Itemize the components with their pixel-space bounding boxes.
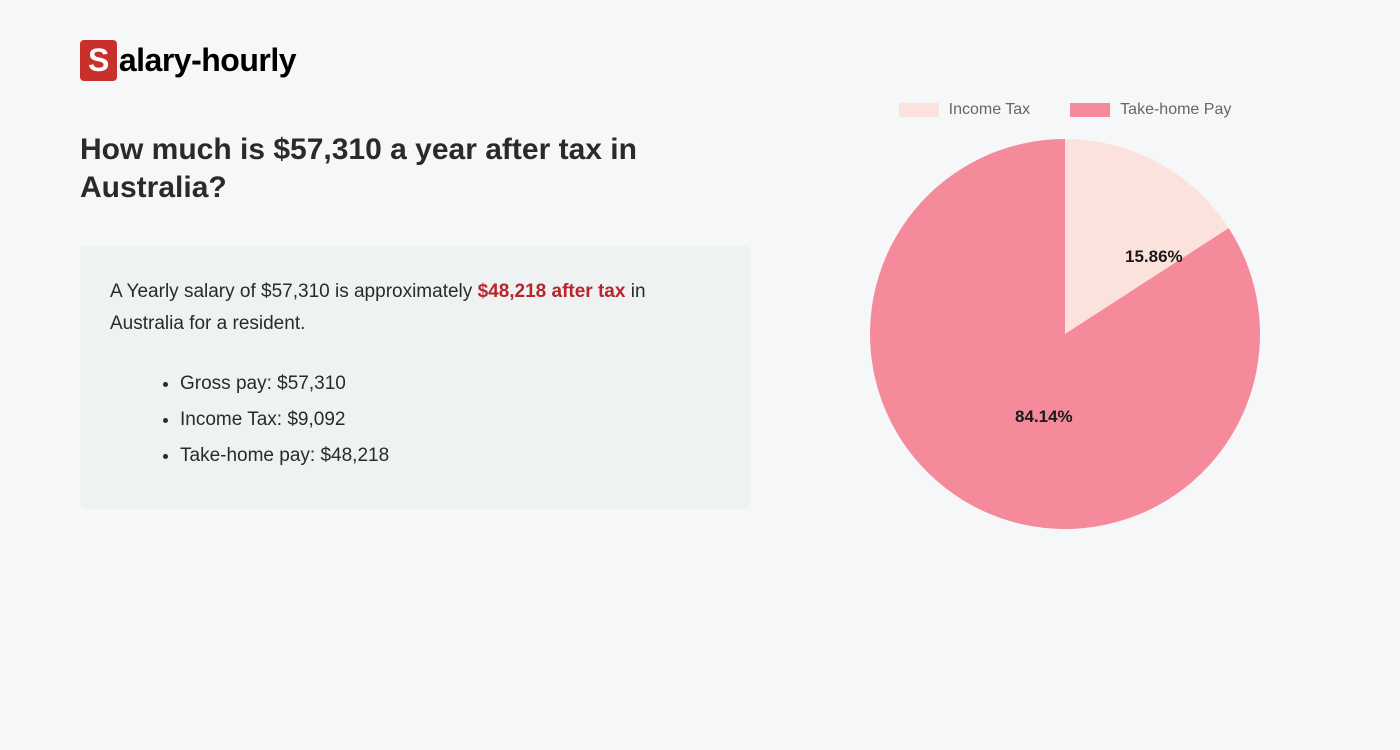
legend-swatch	[1070, 103, 1110, 117]
legend-label: Take-home Pay	[1120, 101, 1231, 119]
summary-text: A Yearly salary of $57,310 is approximat…	[110, 276, 720, 341]
page-heading: How much is $57,310 a year after tax in …	[80, 131, 750, 206]
summary-highlight: $48,218 after tax	[478, 281, 626, 302]
pie-chart: 15.86% 84.14%	[865, 134, 1265, 534]
site-logo: Salary-hourly	[80, 40, 1320, 81]
legend-item-take-home: Take-home Pay	[1070, 101, 1231, 119]
legend-swatch	[899, 103, 939, 117]
pie-svg	[865, 134, 1265, 534]
logo-badge: S	[80, 40, 117, 81]
summary-prefix: A Yearly salary of $57,310 is approximat…	[110, 281, 478, 302]
logo-text: alary-hourly	[119, 42, 296, 79]
chart-column: Income Tax Take-home Pay 15.86% 84.14%	[810, 131, 1320, 534]
main-content: How much is $57,310 a year after tax in …	[80, 131, 1320, 534]
legend-label: Income Tax	[949, 101, 1031, 119]
text-column: How much is $57,310 a year after tax in …	[80, 131, 750, 534]
pie-slice-label: 84.14%	[1015, 407, 1073, 427]
list-item: Take-home pay: $48,218	[180, 438, 720, 474]
chart-legend: Income Tax Take-home Pay	[899, 101, 1232, 119]
breakdown-list: Gross pay: $57,310 Income Tax: $9,092 Ta…	[110, 366, 720, 474]
list-item: Gross pay: $57,310	[180, 366, 720, 402]
list-item: Income Tax: $9,092	[180, 402, 720, 438]
legend-item-income-tax: Income Tax	[899, 101, 1031, 119]
pie-slice-label: 15.86%	[1125, 247, 1183, 267]
info-box: A Yearly salary of $57,310 is approximat…	[80, 246, 750, 509]
